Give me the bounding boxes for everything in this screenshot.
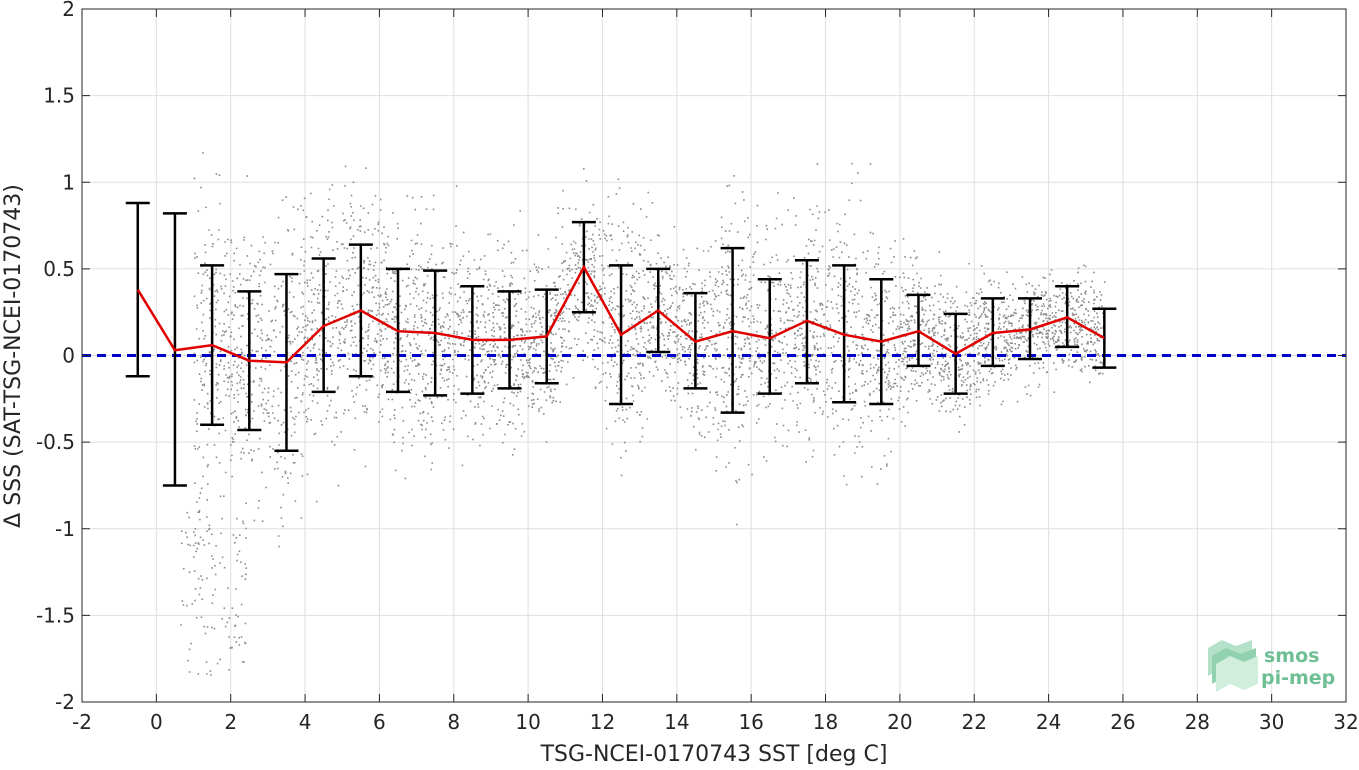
y-tick-label: 2 [62, 0, 75, 21]
y-tick-label: -0.5 [36, 430, 75, 454]
x-tick-label: 26 [1110, 710, 1135, 734]
y-tick-labels: 2 1.5 1 0.5 0 -0.5 -1 -1.5 -2 [36, 0, 75, 714]
y-axis-title: Δ SSS (SAT-TSG-NCEI-0170743) [1, 184, 26, 528]
x-tick-label: 6 [373, 710, 386, 734]
x-tick-label: -2 [72, 710, 92, 734]
x-tick-label: 32 [1333, 710, 1358, 734]
x-tick-label: 10 [515, 710, 540, 734]
y-tick-label: 0 [62, 344, 75, 368]
x-tick-label: 12 [590, 710, 615, 734]
axis-ticks [81, 8, 1347, 703]
x-tick-label: 4 [299, 710, 312, 734]
x-tick-label: 2 [224, 710, 237, 734]
x-tick-labels: -2 0 2 4 6 8 10 12 14 16 18 20 22 24 26 28 30 32 [72, 710, 1359, 734]
logo-wave-icon [1208, 640, 1258, 692]
x-tick-label: 20 [887, 710, 912, 734]
y-tick-label: -2 [55, 690, 75, 714]
logo-text-pi-mep: pi-mep [1261, 667, 1335, 689]
x-tick-label: 14 [664, 710, 689, 734]
x-tick-label: 8 [447, 710, 460, 734]
x-tick-label: 0 [150, 710, 163, 734]
logo-text-smos: smos [1264, 645, 1319, 667]
y-tick-label: 1.5 [43, 84, 75, 108]
y-tick-label: -1.5 [36, 603, 75, 627]
x-tick-label: 22 [962, 710, 987, 734]
x-axis-title: TSG-NCEI-0170743 SST [deg C] [540, 742, 888, 767]
error-bars [125, 201, 1117, 487]
y-tick-label: -1 [55, 517, 75, 541]
mean-line [136, 264, 1106, 364]
x-tick-label: 18 [813, 710, 838, 734]
x-tick-label: 16 [738, 710, 763, 734]
y-tick-label: 0.5 [43, 257, 75, 281]
x-tick-label: 30 [1259, 710, 1284, 734]
y-tick-label: 1 [62, 170, 75, 194]
x-tick-label: 28 [1185, 710, 1210, 734]
smos-logo: smos pi-mep [1208, 640, 1335, 692]
x-tick-label: 24 [1036, 710, 1061, 734]
